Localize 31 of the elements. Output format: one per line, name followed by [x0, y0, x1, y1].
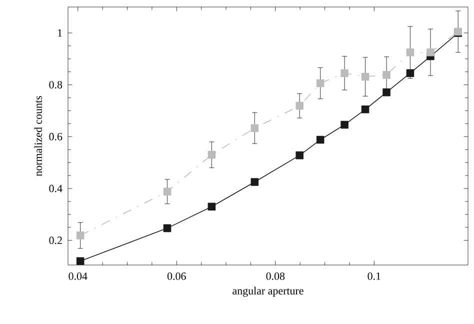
x-tick-label: 0.06 — [167, 272, 186, 280]
point — [361, 106, 370, 114]
point — [316, 79, 324, 88]
point — [208, 150, 216, 159]
x-axis-title: angular aperture — [232, 286, 304, 297]
point — [340, 120, 348, 129]
point — [382, 71, 390, 79]
y-tick-label: 0.4 — [49, 184, 62, 192]
point — [406, 48, 414, 56]
point — [296, 102, 304, 110]
y-tick-label: 0.2 — [49, 236, 62, 244]
point — [250, 178, 259, 186]
x-tick-label: 0.04 — [68, 272, 88, 280]
x-tick-label: 0.1 — [368, 272, 380, 280]
y-axis-title: normalized counts — [34, 96, 42, 176]
point — [76, 257, 84, 265]
point — [340, 69, 348, 78]
y-tick-label: 1 — [58, 29, 62, 37]
point — [382, 88, 390, 96]
point — [163, 224, 172, 232]
point — [426, 48, 434, 56]
y-tick-label: 0.6 — [49, 132, 62, 140]
point — [250, 124, 259, 132]
point — [163, 188, 172, 196]
point — [296, 151, 304, 160]
point — [76, 232, 84, 240]
x-tick-label: 0.08 — [266, 272, 285, 280]
point — [361, 72, 370, 81]
point — [208, 202, 216, 211]
point — [316, 136, 324, 144]
y-tick-label: 0.8 — [49, 81, 62, 89]
